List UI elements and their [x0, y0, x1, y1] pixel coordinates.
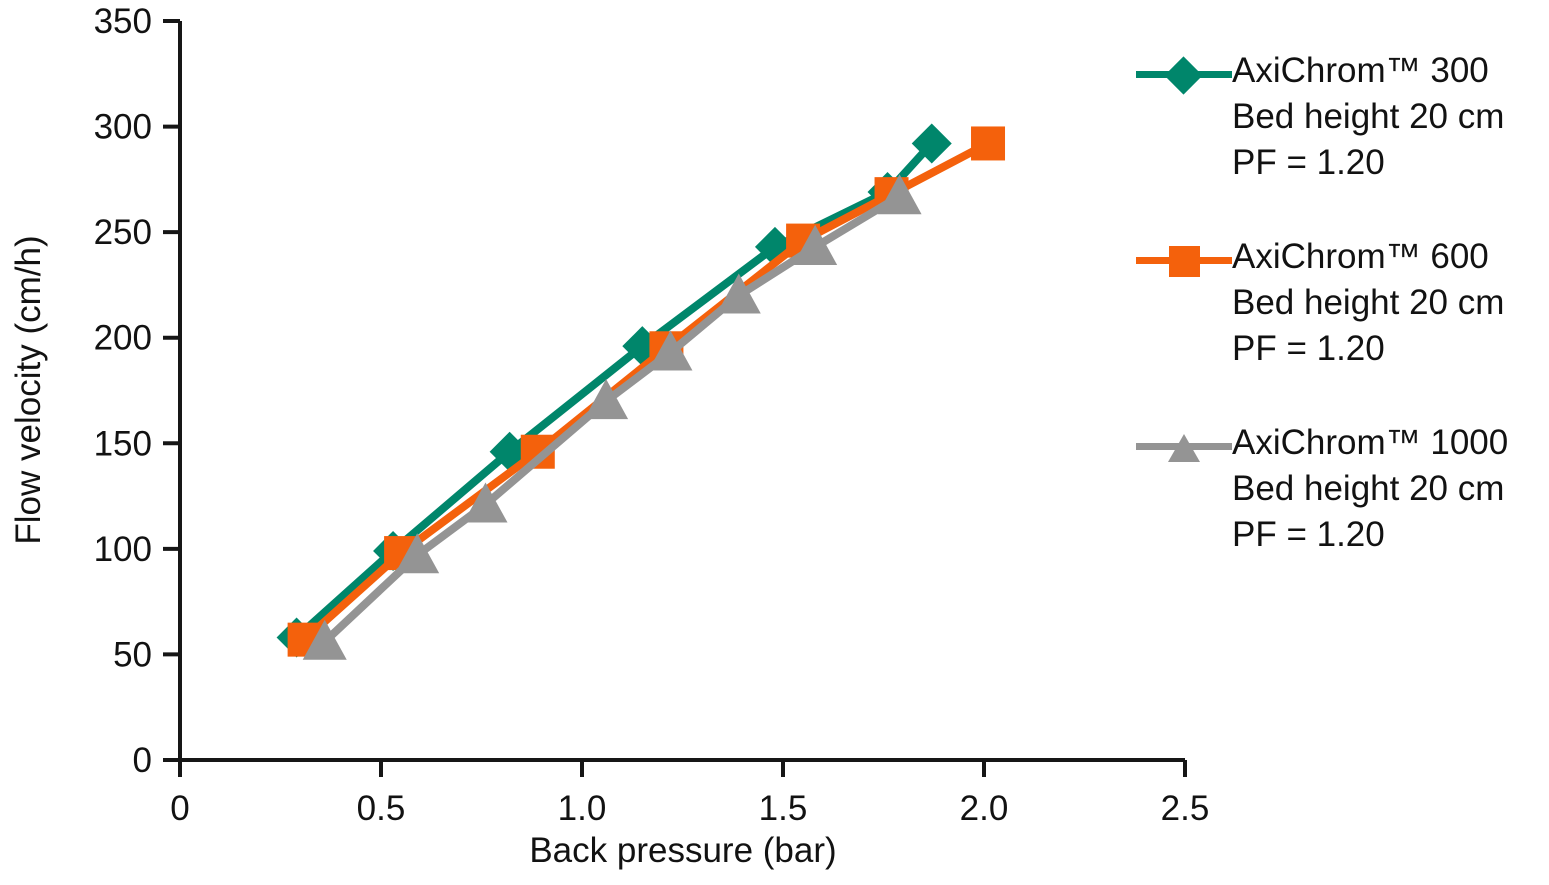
legend-label-axichrom-600: AxiChrom™ 600 Bed height 20 cm PF = 1.20	[1232, 234, 1504, 372]
y-axis-tick-label: 100	[94, 530, 152, 569]
legend-line-2: Bed height 20 cm	[1232, 283, 1505, 322]
y-axis-title: Flow velocity (cm/h)	[9, 235, 48, 544]
triangle-marker-icon	[302, 619, 347, 660]
legend-entry-axichrom-1000[interactable]: AxiChrom™ 1000 Bed height 20 cm PF = 1.2…	[1136, 420, 1549, 558]
chart-figure: 0 50 100 150 200 250 300 350 0 0.5 1.0 1.5 2.0 2.5 B…	[9, 2, 1210, 870]
legend-label-axichrom-1000: AxiChrom™ 1000 Bed height 20 cm PF = 1.2…	[1232, 420, 1508, 558]
legend-marker-axichrom-1000	[1136, 426, 1232, 466]
y-axis-tick-label: 200	[94, 319, 152, 358]
legend-marker-axichrom-600	[1136, 240, 1232, 280]
plot-svg: 0 50 100 150 200 250 300 350 0 0.5 1.0 1.5 2.0 2.5 B…	[9, 2, 1210, 870]
square-marker-icon	[1169, 246, 1200, 277]
triangle-marker-icon	[716, 273, 761, 314]
legend-line-3: PF = 1.20	[1232, 515, 1385, 554]
legend-entry-axichrom-300[interactable]: AxiChrom™ 300 Bed height 20 cm PF = 1.20	[1136, 48, 1549, 186]
x-axis-tick-label: 0	[170, 789, 189, 828]
y-axis-tick-label: 0	[133, 741, 152, 780]
square-marker-icon	[971, 126, 1006, 161]
y-axis: 0 50 100 150 200 250 300 350	[94, 2, 182, 780]
data-series-group	[276, 123, 1006, 660]
x-axis-tick-label: 1.0	[558, 789, 607, 828]
x-axis-tick-label: 2.5	[1161, 789, 1210, 828]
y-axis-tick-label: 50	[113, 635, 152, 674]
y-axis-tick-label: 300	[94, 108, 152, 147]
diamond-marker-icon	[1164, 56, 1203, 95]
legend-line-1: AxiChrom™ 1000	[1232, 423, 1509, 462]
diamond-marker-icon	[911, 123, 952, 164]
series-axichrom-1000	[302, 174, 922, 660]
legend-line-1: AxiChrom™ 600	[1232, 237, 1489, 276]
x-axis-tick-label: 1.5	[759, 789, 808, 828]
legend-line-2: Bed height 20 cm	[1232, 469, 1505, 508]
triangle-marker-icon	[877, 174, 922, 215]
x-axis-tick-label: 0.5	[357, 789, 406, 828]
x-axis-title: Back pressure (bar)	[529, 831, 836, 870]
legend-line-1: AxiChrom™ 300	[1232, 51, 1489, 90]
triangle-marker-icon	[1168, 434, 1200, 462]
triangle-marker-icon	[648, 330, 693, 371]
y-axis-tick-label: 150	[94, 424, 152, 463]
legend-line-3: PF = 1.20	[1232, 143, 1385, 182]
triangle-marker-icon	[463, 482, 508, 523]
triangle-marker-icon	[395, 533, 440, 574]
y-axis-tick-label: 250	[94, 213, 152, 252]
x-axis: 0 0.5 1.0 1.5 2.0 2.5	[170, 758, 1210, 828]
triangle-marker-icon	[584, 379, 629, 420]
x-axis-tick-label: 2.0	[960, 789, 1009, 828]
chart-legend: AxiChrom™ 300 Bed height 20 cm PF = 1.20…	[1136, 48, 1549, 606]
legend-label-axichrom-300: AxiChrom™ 300 Bed height 20 cm PF = 1.20	[1232, 48, 1504, 186]
triangle-marker-icon	[793, 224, 838, 265]
legend-line-2: Bed height 20 cm	[1232, 97, 1505, 136]
legend-entry-axichrom-600[interactable]: AxiChrom™ 600 Bed height 20 cm PF = 1.20	[1136, 234, 1549, 372]
legend-line-3: PF = 1.20	[1232, 329, 1385, 368]
legend-marker-axichrom-300	[1136, 54, 1232, 95]
y-axis-tick-label: 350	[94, 2, 152, 41]
